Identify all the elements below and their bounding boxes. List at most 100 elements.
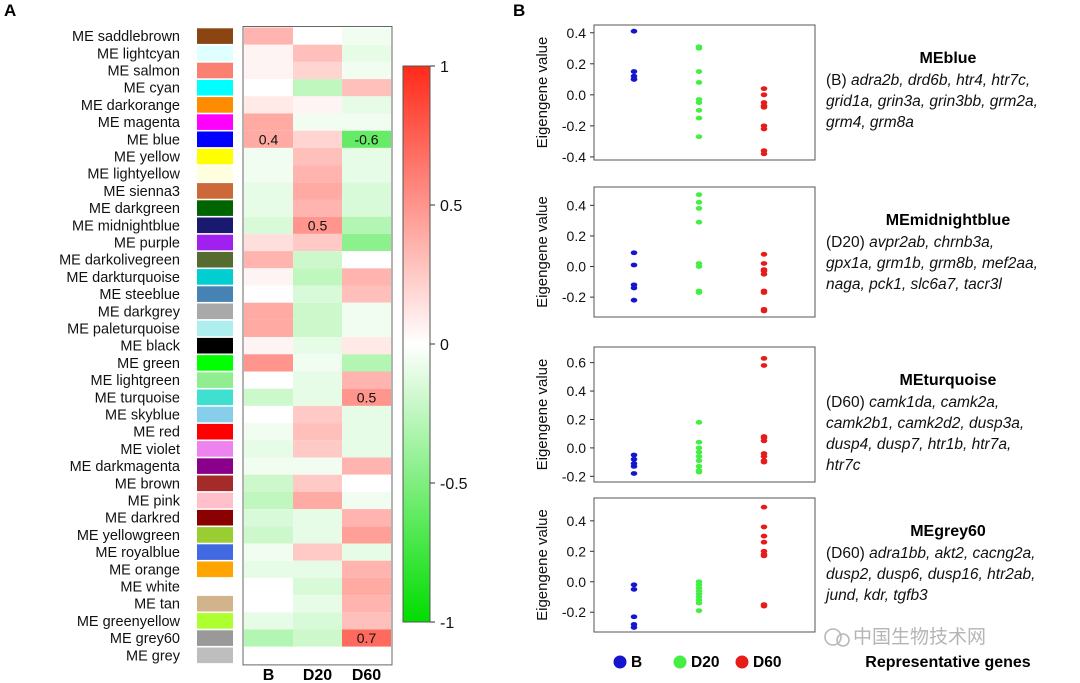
module-label: ME darkred: [105, 511, 180, 527]
scatter-plot-MEturquoise: 0.6 0.4 0.2 0.0 -0.2 Eigengene value MEturquoi…: [534, 346, 1024, 484]
module-color-swatch: [197, 578, 233, 595]
heatmap-cell: [293, 577, 342, 596]
heatmap-cell: [244, 61, 293, 80]
data-point-D20: [695, 290, 703, 295]
module-color-swatch: [197, 148, 233, 165]
heatmap-cell: [244, 79, 293, 97]
data-point-D60: [760, 261, 768, 266]
colorbar-tick-label: 0: [440, 337, 449, 354]
module-color-swatch: [197, 217, 233, 234]
scatter-plot-MEmidnightblue: 0.4 0.2 0.0 -0.2 Eigengene value MEmidnightbl…: [534, 186, 1038, 318]
heatmap-cell: [293, 405, 342, 424]
module-label: ME darkgrey: [98, 304, 181, 320]
heatmap-cell: [342, 319, 391, 338]
heatmap-cell: [244, 27, 293, 45]
module-color-swatch: [197, 355, 233, 371]
heatmap-cell: [244, 595, 293, 613]
gene-names: naga, pck1, slc6a7, tacr3l: [826, 276, 1002, 293]
module-color-swatch: [197, 251, 233, 268]
data-point-D20: [695, 264, 703, 269]
data-point-D60: [760, 104, 768, 110]
heatmap-cell: [342, 199, 391, 217]
module-label: ME darkolivegreen: [59, 253, 180, 269]
module-label: ME lightgreen: [91, 373, 180, 389]
heatmap-cell: [293, 96, 342, 114]
module-color-swatch: [197, 183, 233, 199]
heatmap-cell: [244, 560, 293, 578]
genes-header: Representative genes: [865, 654, 1031, 671]
heatmap-cell: [293, 595, 342, 613]
heatmap-cell: [244, 147, 293, 166]
heatmap-cell: [342, 612, 391, 630]
heatmap-cell: [244, 440, 293, 458]
gene-names: htr7c: [826, 457, 861, 474]
data-point-D60: [760, 438, 768, 444]
data-point-D20: [695, 69, 703, 74]
heatmap-cell: [293, 612, 342, 630]
data-point-D20: [695, 463, 703, 469]
data-point-D60: [760, 553, 768, 559]
module-color-swatch: [197, 45, 233, 62]
module-color-swatch: [197, 527, 233, 543]
gene-names: camk1da, camk2a,: [869, 394, 999, 411]
module-label: ME red: [133, 425, 180, 441]
gene-list-line: htr7c: [826, 457, 861, 474]
heatmap-cell: [342, 79, 391, 97]
plot-frame: [593, 186, 816, 318]
module-color-swatch: [197, 114, 233, 130]
cell-value-label: 0.4: [259, 131, 279, 147]
module-label: ME yellow: [114, 150, 181, 166]
heatmap-cell: [342, 491, 391, 510]
module-label: ME grey: [126, 648, 181, 664]
heatmap-cell: [293, 457, 342, 475]
module-label: ME tan: [134, 597, 180, 613]
data-point-B: [630, 471, 638, 476]
heatmap-cell: [342, 543, 391, 561]
module-label: ME pink: [128, 494, 181, 510]
heatmap-cell: [244, 285, 293, 303]
data-point-D20: [695, 206, 703, 211]
heatmap-cell: [244, 526, 293, 544]
y-axis-label: Eigengene value: [534, 509, 551, 621]
heatmap-cell: [244, 268, 293, 286]
data-point-B: [630, 285, 638, 291]
module-color-swatch: [197, 79, 233, 96]
wechat-icon: [824, 628, 842, 646]
module-color-swatch: [197, 234, 233, 251]
heatmap-cell: [293, 27, 342, 45]
heatmap-cell: [293, 130, 342, 148]
module-label: ME white: [120, 580, 180, 596]
y-tick-label: 0.2: [567, 543, 587, 559]
heatmap-cell: [293, 560, 342, 578]
module-color-swatch: [197, 337, 233, 354]
heatmap-cell: [293, 233, 342, 252]
data-point-B: [630, 625, 638, 630]
module-label: ME blue: [127, 132, 180, 148]
heatmap-cell: [244, 96, 293, 114]
gene-list-line: grid1a, grin3a, grin3bb, grm2a,: [826, 93, 1038, 110]
heatmap-cell: [293, 44, 342, 62]
data-point-D60: [760, 251, 768, 257]
legend-label: D20: [691, 654, 719, 671]
heatmap-cell: [293, 285, 342, 303]
data-point-D60: [760, 290, 768, 295]
legend-marker-D60: [735, 655, 749, 669]
data-point-D20: [695, 80, 703, 85]
gene-names: dusp4, dusp7, htr1b, htr7a,: [826, 436, 1011, 453]
gene-list-line: (D60) adra1bb, akt2, cacng2a,: [826, 545, 1035, 562]
module-label: ME greenyellow: [77, 614, 181, 630]
data-point-B: [630, 452, 638, 458]
module-color-swatch: [197, 389, 233, 406]
heatmap-cell: [244, 543, 293, 561]
heatmap-cell: [293, 251, 342, 269]
data-point-D60: [760, 603, 768, 609]
data-point-D20: [695, 107, 703, 113]
gene-names: grid1a, grin3a, grin3bb, grm2a,: [826, 93, 1038, 110]
heatmap-cell: [244, 199, 293, 217]
y-axis-label: Eigengene value: [534, 359, 551, 471]
module-color-swatch: [197, 509, 233, 526]
heatmap-cell: [342, 474, 391, 492]
heatmap-cell: [293, 474, 342, 492]
gene-names: dusp2, dusp6, dusp16, htr2ab,: [826, 566, 1035, 583]
y-tick-label: -0.2: [562, 468, 586, 484]
